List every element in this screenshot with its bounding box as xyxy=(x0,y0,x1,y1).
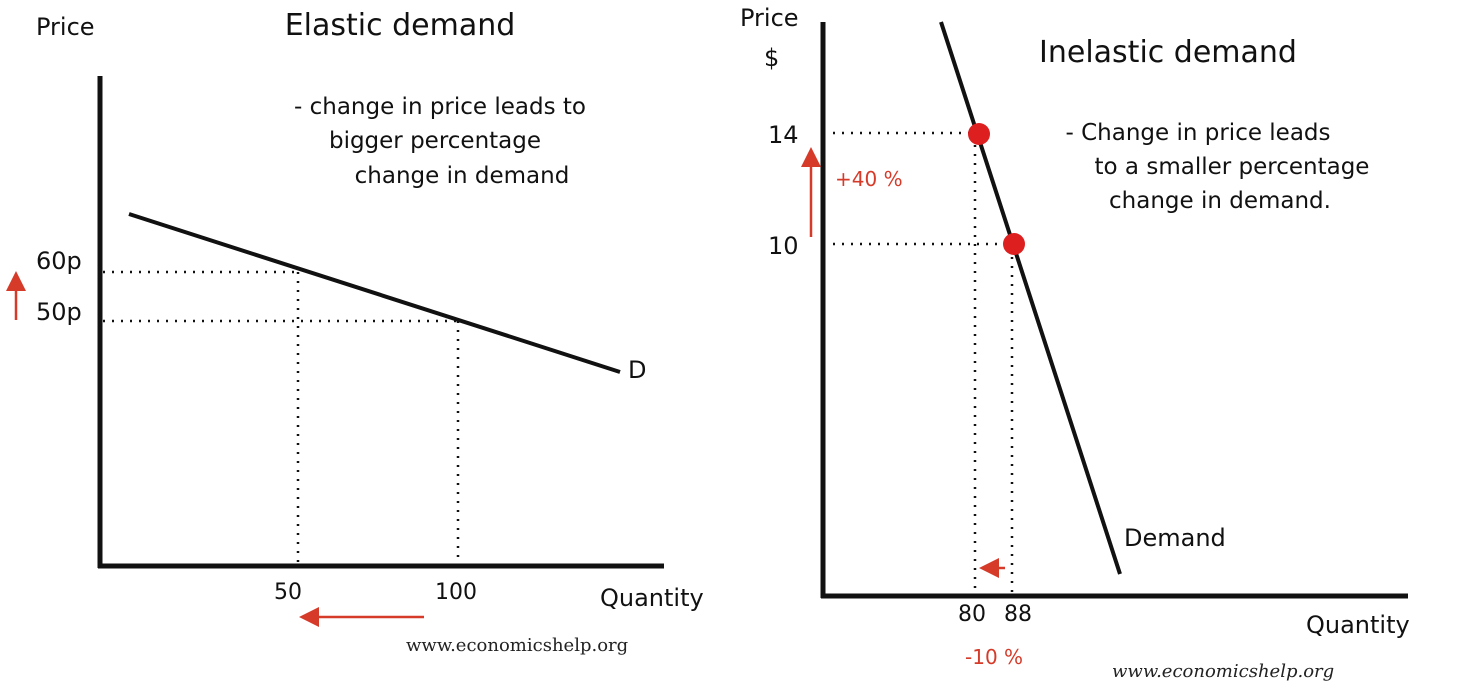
elastic-demand-curve xyxy=(128,212,621,374)
inelastic-note-line-3: change in demand. xyxy=(1109,188,1331,214)
elastic-qty-low-label: 50 xyxy=(274,580,302,605)
elastic-y-axis-label: Price xyxy=(36,13,95,41)
inelastic-x-axis-label: Quantity xyxy=(1306,611,1410,639)
inelastic-qty-change-label: -10 % xyxy=(965,645,1023,669)
elastic-qty-high-label: 100 xyxy=(435,580,477,605)
elastic-panel: Elastic demand Price Quantity - change i… xyxy=(5,8,704,656)
inelastic-note-line-1: - Change in price leads xyxy=(1065,120,1330,146)
inelastic-y-axis-label: Price xyxy=(740,4,799,32)
inelastic-qty-high-label: 88 xyxy=(1004,602,1032,627)
inelastic-watermark: www.economicshelp.org xyxy=(1112,661,1334,682)
elastic-x-axis-label: Quantity xyxy=(600,584,704,612)
inelastic-point-low-price xyxy=(1003,233,1025,255)
inelastic-demand-curve xyxy=(939,21,1122,575)
inelastic-price-high-label: 14 xyxy=(768,121,799,149)
elastic-watermark: www.economicshelp.org xyxy=(406,635,628,656)
inelastic-title: Inelastic demand xyxy=(1039,35,1297,70)
elastic-curve-label: D xyxy=(628,356,646,384)
elastic-price-high-label: 60p xyxy=(36,247,82,275)
inelastic-note-line-2: to a smaller percentage xyxy=(1095,154,1370,180)
elastic-title: Elastic demand xyxy=(285,8,516,43)
elastic-note-line-3: change in demand xyxy=(355,163,570,189)
inelastic-point-high-price xyxy=(968,123,990,145)
inelastic-y-axis-unit: $ xyxy=(764,44,779,72)
inelastic-price-low-label: 10 xyxy=(768,232,799,260)
inelastic-price-change-label: +40 % xyxy=(835,167,903,191)
elastic-price-low-label: 50p xyxy=(36,298,82,326)
elastic-note-line-2: bigger percentage xyxy=(329,128,541,154)
inelastic-qty-low-label: 80 xyxy=(958,602,986,627)
inelastic-curve-label: Demand xyxy=(1124,524,1226,552)
elastic-note-line-1: - change in price leads to xyxy=(294,94,586,120)
inelastic-panel: Inelastic demand Price $ Quantity - Chan… xyxy=(740,4,1410,682)
